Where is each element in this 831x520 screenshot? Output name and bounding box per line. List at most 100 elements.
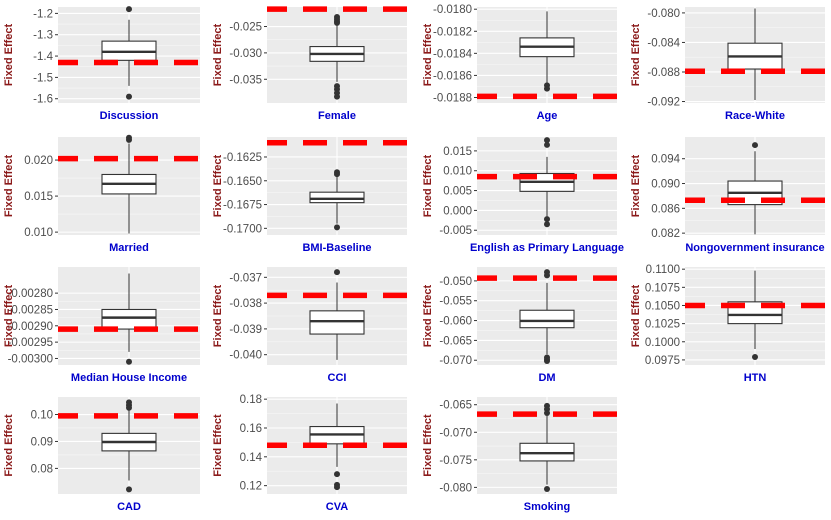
- y-tick-label: 0.082: [651, 228, 680, 240]
- y-tick-label: -0.025: [229, 22, 262, 34]
- outlier-point: [126, 134, 132, 141]
- outlier-point: [334, 484, 340, 491]
- y-axis-label: Fixed Effect: [212, 23, 224, 86]
- y-axis-label: Fixed Effect: [630, 284, 642, 347]
- y-tick-label: -0.00295: [8, 337, 53, 349]
- y-tick-label: -0.037: [229, 272, 262, 284]
- y-tick-label: -1.6: [33, 94, 53, 106]
- y-tick-label: 0.010: [443, 166, 472, 178]
- y-tick-label: -0.070: [439, 427, 472, 439]
- y-tick-label: 0.020: [24, 155, 53, 167]
- outlier-point: [334, 93, 340, 100]
- facet-panel-5: 0.010 0.015 0.020 Married Fixed Effect: [3, 134, 200, 254]
- outlier-point: [126, 404, 132, 411]
- y-axis-label: Fixed Effect: [3, 284, 15, 347]
- y-axis-label: Fixed Effect: [422, 414, 434, 477]
- y-tick-label: 0.1075: [645, 282, 680, 294]
- facet-panel-12: 0.0975 0.1000 0.1025 0.1050 0.1075 0.1100 HTN F…: [630, 264, 825, 384]
- y-tick-label: -0.1625: [223, 152, 262, 164]
- y-tick-label: -0.030: [229, 48, 262, 60]
- x-axis-label: DM: [538, 372, 555, 384]
- outlier-point: [126, 486, 132, 493]
- y-tick-label: -0.00300: [8, 353, 53, 365]
- outlier-point: [126, 6, 132, 13]
- y-tick-label: 0.09: [31, 436, 53, 448]
- y-tick-label: 0.000: [443, 205, 472, 217]
- y-axis-label: Fixed Effect: [422, 23, 434, 86]
- outlier-point: [544, 486, 550, 493]
- y-tick-label: 0.086: [651, 203, 680, 215]
- iqr-box: [101, 308, 157, 330]
- y-tick-label: -0.080: [647, 8, 680, 20]
- x-axis-label: HTN: [744, 372, 767, 384]
- y-tick-label: -0.040: [229, 350, 262, 362]
- y-tick-label: -0.055: [439, 296, 472, 308]
- x-axis-label: CVA: [326, 501, 348, 513]
- facet-panel-9: -0.00300 -0.00295 -0.00290 -0.00285 -0.00280…: [3, 267, 200, 384]
- facet-panel-4: -0.092 -0.088 -0.084 -0.080 Race-White Fixed …: [630, 7, 825, 122]
- y-axis-label: Fixed Effect: [630, 154, 642, 217]
- y-tick-label: -0.1700: [223, 223, 262, 235]
- y-tick-label: 0.10: [31, 410, 53, 422]
- y-tick-label: 0.18: [240, 394, 262, 406]
- facet-panel-1: -1.6 -1.5 -1.4 -1.3 -1.2 Discussion Fixed Effe…: [3, 6, 200, 122]
- y-tick-label: -0.00280: [8, 288, 53, 300]
- outlier-point: [334, 19, 340, 26]
- y-tick-label: -0.070: [439, 355, 472, 367]
- outlier-point: [126, 93, 132, 100]
- x-axis-label: Discussion: [100, 110, 159, 122]
- outlier-point: [544, 216, 550, 223]
- y-tick-label: -0.092: [647, 97, 680, 109]
- outlier-point: [752, 142, 758, 149]
- y-tick-label: 0.1050: [645, 300, 680, 312]
- x-axis-label: Married: [109, 242, 149, 254]
- y-tick-label: 0.094: [651, 154, 680, 166]
- y-tick-label: -0.088: [647, 67, 680, 79]
- x-axis-label: Nongovernment insurance: [685, 242, 824, 254]
- outlier-point: [334, 269, 340, 276]
- y-tick-label: -0.084: [647, 37, 680, 49]
- iqr-box: [309, 310, 365, 335]
- y-tick-label: -0.060: [439, 316, 472, 328]
- facet-panel-2: -0.035 -0.030 -0.025 Female Fixed Effect: [212, 6, 407, 122]
- x-axis-label: Smoking: [524, 501, 570, 513]
- iqr-box: [519, 309, 575, 329]
- y-tick-label: 0.015: [24, 191, 53, 203]
- facet-panel-14: 0.12 0.14 0.16 0.18 CVA Fixed Effect: [212, 394, 407, 513]
- outlier-point: [544, 141, 550, 148]
- y-tick-label: 0.1025: [645, 319, 680, 331]
- outlier-point: [544, 85, 550, 92]
- y-tick-label: 0.0975: [645, 355, 680, 367]
- y-tick-label: -0.0188: [433, 92, 472, 104]
- outlier-point: [544, 272, 550, 279]
- x-axis-label: Race-White: [725, 110, 785, 122]
- y-axis-label: Fixed Effect: [422, 154, 434, 217]
- outlier-point: [334, 224, 340, 231]
- outlier-point: [544, 358, 550, 365]
- y-tick-label: -0.0182: [433, 26, 472, 38]
- y-axis-label: Fixed Effect: [212, 154, 224, 217]
- x-axis-label: Age: [537, 110, 558, 122]
- y-tick-label: 0.015: [443, 146, 472, 158]
- y-tick-label: 0.090: [651, 179, 680, 191]
- y-tick-label: -0.1650: [223, 176, 262, 188]
- y-tick-label: -0.00290: [8, 321, 53, 333]
- facet-panel-3: -0.0188 -0.0186 -0.0184 -0.0182 -0.0180 Age Fi…: [422, 4, 617, 122]
- y-axis-label: Fixed Effect: [3, 414, 15, 477]
- facet-panel-8: 0.082 0.086 0.090 0.094 Nongovernment insura…: [630, 137, 825, 254]
- y-tick-label: 0.010: [24, 227, 53, 239]
- y-tick-label: -0.1675: [223, 200, 262, 212]
- outlier-point: [126, 358, 132, 365]
- y-tick-label: -0.065: [439, 335, 472, 347]
- y-tick-label: -0.065: [439, 400, 472, 412]
- y-tick-label: -1.2: [33, 8, 53, 20]
- outlier-point: [334, 471, 340, 478]
- x-axis-label: BMI-Baseline: [302, 242, 371, 254]
- y-tick-label: -0.005: [439, 225, 472, 237]
- y-tick-label: 0.08: [31, 463, 53, 475]
- facet-panel-7: -0.005 0.000 0.005 0.010 0.015 English as Pri…: [422, 137, 624, 254]
- outlier-point: [752, 354, 758, 361]
- y-tick-label: -0.0184: [433, 48, 473, 60]
- y-tick-label: 0.005: [443, 186, 472, 198]
- x-axis-label: English as Primary Language: [470, 242, 624, 254]
